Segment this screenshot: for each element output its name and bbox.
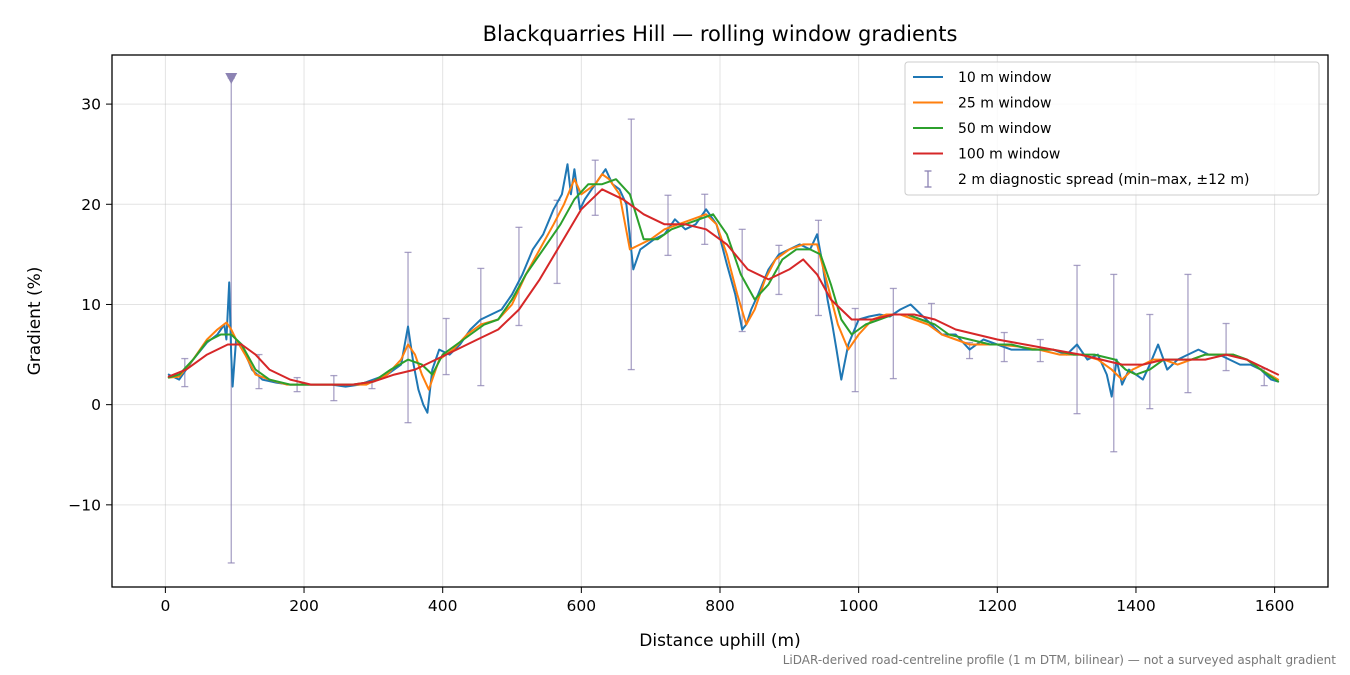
errorbar bbox=[1184, 273, 1192, 394]
y-tick-label: 30 bbox=[81, 96, 101, 114]
x-axis-label: Distance uphill (m) bbox=[639, 631, 800, 651]
axis-ticks: 0 200 400 600 800 1000 1200 1400 1600 −10 0 10 20 30 bbox=[68, 96, 1294, 615]
y-tick-label: 10 bbox=[81, 296, 101, 314]
errorbar bbox=[1222, 322, 1230, 372]
x-tick-label: 600 bbox=[567, 597, 597, 615]
errorbar bbox=[738, 228, 746, 333]
series-lines bbox=[167, 163, 1280, 414]
legend-entry-label: 10 m window bbox=[958, 70, 1051, 86]
clipped-value-marker bbox=[225, 73, 238, 85]
errorbar bbox=[664, 194, 672, 257]
x-tick-label: 400 bbox=[428, 597, 458, 615]
chart-title: Blackquarries Hill — rolling window grad… bbox=[483, 22, 958, 46]
y-tick-label: 20 bbox=[81, 196, 101, 214]
x-tick-label: 0 bbox=[160, 597, 170, 615]
legend-entry-label: 50 m window bbox=[958, 121, 1051, 137]
x-tick-label: 1600 bbox=[1255, 597, 1294, 615]
legend: 10 m window 25 m window 50 m window 100 m w… bbox=[904, 61, 1320, 196]
x-tick-label: 800 bbox=[705, 597, 735, 615]
x-tick-label: 1400 bbox=[1116, 597, 1155, 615]
legend-box bbox=[904, 61, 1320, 196]
errorbar bbox=[851, 307, 859, 393]
errorbar bbox=[404, 251, 412, 424]
x-tick-label: 1000 bbox=[839, 597, 878, 615]
errorbar bbox=[442, 317, 450, 376]
footnote: LiDAR-derived road-centreline profile (1… bbox=[783, 653, 1337, 667]
errorbar bbox=[701, 193, 709, 246]
errorbar bbox=[591, 159, 599, 216]
errorbar bbox=[330, 374, 338, 402]
legend-entry-label: 25 m window bbox=[958, 96, 1051, 112]
legend-entry-label: 2 m diagnostic spread (min–max, ±12 m) bbox=[958, 172, 1249, 188]
errorbar bbox=[889, 287, 897, 380]
y-tick-label: 0 bbox=[91, 396, 101, 414]
series-line bbox=[167, 188, 1280, 386]
x-tick-label: 200 bbox=[289, 597, 319, 615]
errorbar bbox=[1073, 264, 1081, 415]
y-axis-label: Gradient (%) bbox=[25, 267, 45, 376]
x-tick-label: 1200 bbox=[978, 597, 1017, 615]
legend-entry-label: 100 m window bbox=[958, 147, 1060, 163]
y-tick-label: −10 bbox=[68, 496, 101, 514]
